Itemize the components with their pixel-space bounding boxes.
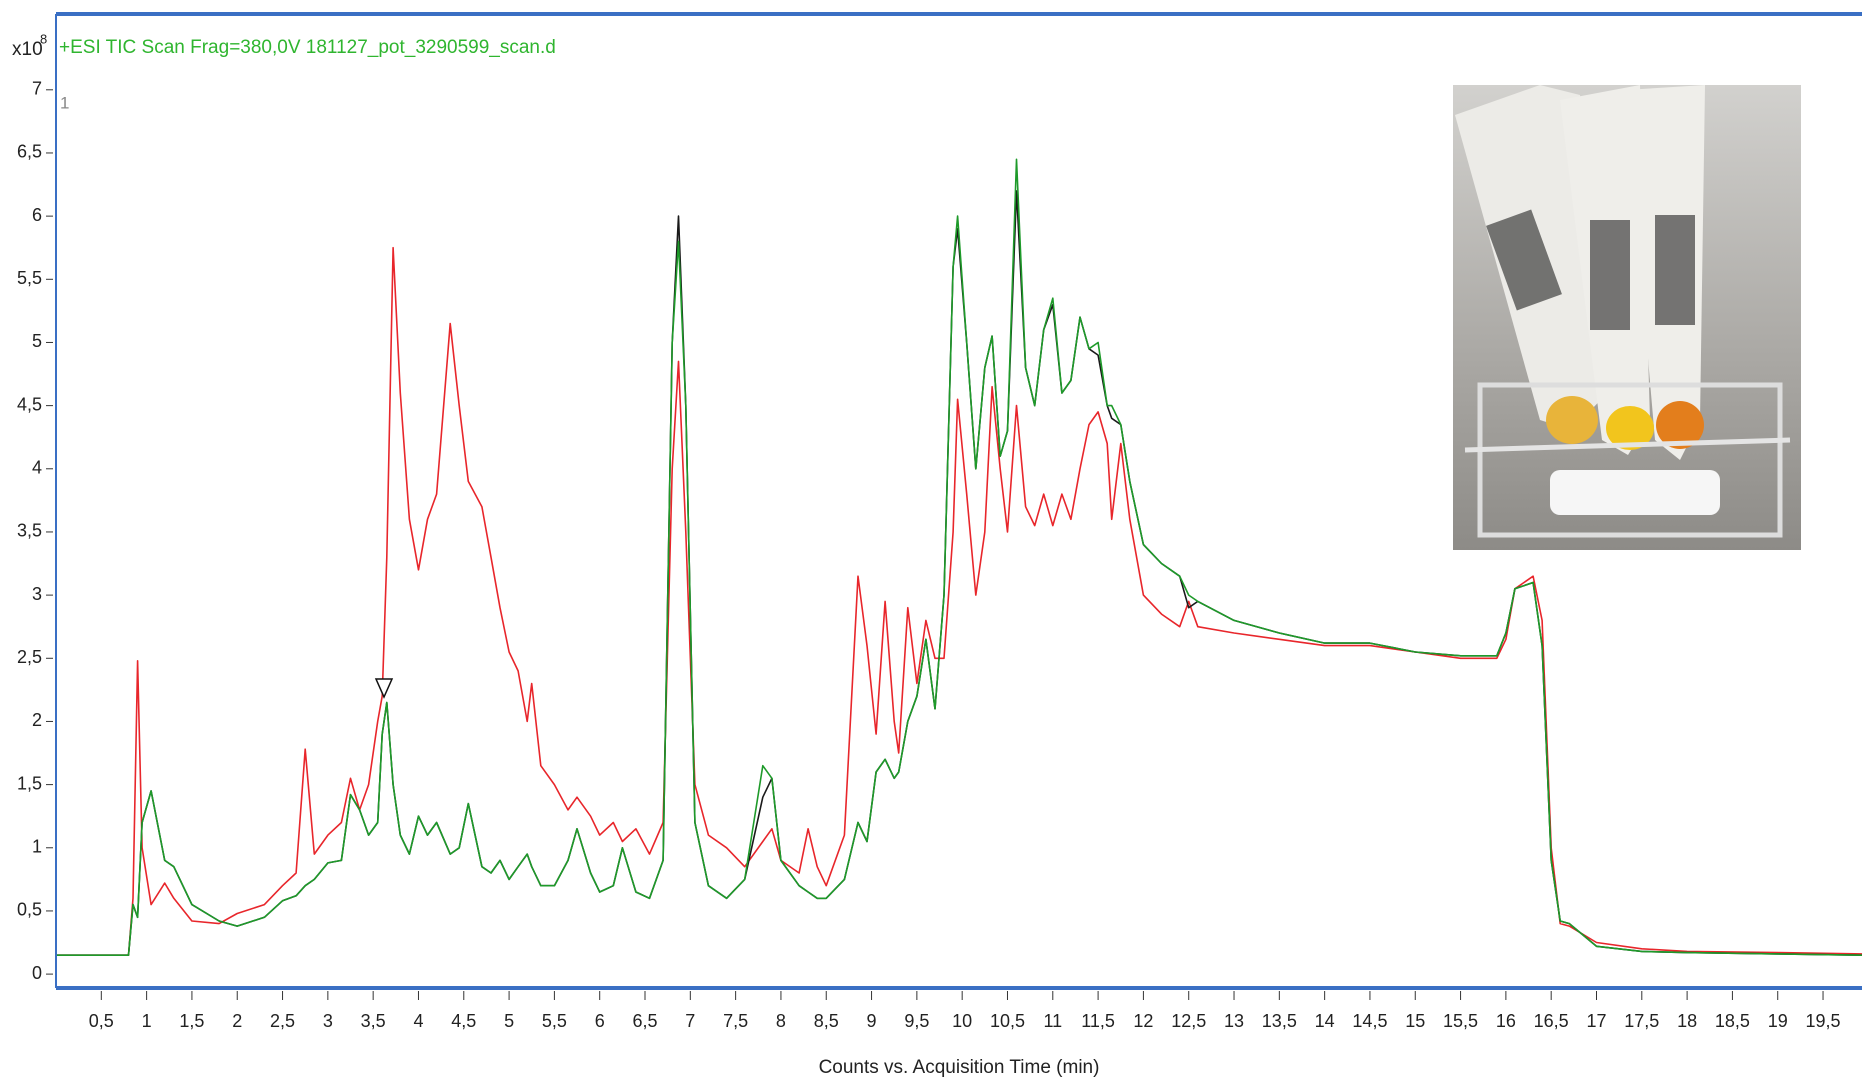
y-multiplier: x10 xyxy=(12,39,43,60)
x-tick-label: 13 xyxy=(1224,1011,1244,1031)
x-tick-label: 19 xyxy=(1768,1011,1788,1031)
x-tick-label: 9 xyxy=(867,1011,877,1031)
y-tick-label: 0,5 xyxy=(17,900,42,920)
x-tick-label: 15,5 xyxy=(1443,1011,1478,1031)
x-tick-label: 7 xyxy=(685,1011,695,1031)
x-tick-label: 3 xyxy=(323,1011,333,1031)
x-tick-label: 14,5 xyxy=(1352,1011,1387,1031)
tube-liquid xyxy=(1656,401,1704,449)
y-tick-label: 0 xyxy=(32,963,42,983)
barcode xyxy=(1486,209,1562,311)
plot-area xyxy=(56,158,1862,956)
y-tick-label: 6,5 xyxy=(17,142,42,162)
rack-holder xyxy=(1550,470,1720,515)
y-tick-label: 3,5 xyxy=(17,521,42,541)
x-tick-label: 5,5 xyxy=(542,1011,567,1031)
y-tick-label: 4 xyxy=(32,458,42,478)
x-tick-label: 2,5 xyxy=(270,1011,295,1031)
y-tick-label: 5 xyxy=(32,331,42,351)
x-tick-label: 3,5 xyxy=(361,1011,386,1031)
rack-bar xyxy=(1464,437,1791,453)
x-tick-label: 4 xyxy=(413,1011,423,1031)
x-tick-label: 19,5 xyxy=(1806,1011,1841,1031)
x-tick-label: 6 xyxy=(595,1011,605,1031)
y-tick-label: 1 xyxy=(32,837,42,857)
x-tick-label: 12 xyxy=(1133,1011,1153,1031)
x-tick-label: 0,5 xyxy=(89,1011,114,1031)
tube-liquid xyxy=(1606,406,1654,450)
x-tick-label: 11 xyxy=(1043,1011,1062,1031)
trace-label: 1 xyxy=(60,93,69,112)
x-axis-label: Counts vs. Acquisition Time (min) xyxy=(819,1057,1100,1078)
barcode xyxy=(1655,215,1695,325)
x-tick-label: 13,5 xyxy=(1262,1011,1297,1031)
tube-liquid xyxy=(1546,396,1598,444)
y-tick-label: 5,5 xyxy=(17,268,42,288)
x-tick-label: 1 xyxy=(142,1011,152,1031)
x-tick-label: 4,5 xyxy=(451,1011,476,1031)
y-tick-label: 6 xyxy=(32,205,42,225)
x-tick-label: 12,5 xyxy=(1171,1011,1206,1031)
x-tick-label: 18 xyxy=(1677,1011,1697,1031)
y-exponent: 8 xyxy=(40,31,47,46)
peak-marker xyxy=(374,678,394,699)
y-tick-label: 7 xyxy=(32,79,42,99)
x-tick-label: 17 xyxy=(1586,1011,1606,1031)
y-tick-label: 2,5 xyxy=(17,647,42,667)
x-tick-label: 15 xyxy=(1405,1011,1425,1031)
x-tick-label: 2 xyxy=(232,1011,242,1031)
x-tick-label: 8,5 xyxy=(814,1011,839,1031)
x-tick-label: 7,5 xyxy=(723,1011,748,1031)
barcode xyxy=(1590,220,1630,330)
x-tick-label: 1,5 xyxy=(179,1011,204,1031)
y-tick-label: 4,5 xyxy=(17,394,42,414)
x-tick-label: 17,5 xyxy=(1624,1011,1659,1031)
x-tick-label: 16 xyxy=(1496,1011,1516,1031)
x-tick-label: 16,5 xyxy=(1534,1011,1569,1031)
x-tick-label: 9,5 xyxy=(904,1011,929,1031)
x-tick-label: 18,5 xyxy=(1715,1011,1750,1031)
rack xyxy=(1477,382,1783,538)
x-tick-label: 14 xyxy=(1315,1011,1335,1031)
y-tick-label: 1,5 xyxy=(17,773,42,793)
x-tick-label: 10,5 xyxy=(990,1011,1025,1031)
series-line xyxy=(56,158,1862,956)
x-tick-label: 8 xyxy=(776,1011,786,1031)
x-tick-label: 5 xyxy=(504,1011,514,1031)
photo-inset xyxy=(1453,85,1801,550)
x-tick-label: 11,5 xyxy=(1081,1011,1115,1031)
y-tick-label: 3 xyxy=(32,584,42,604)
x-tick-label: 6,5 xyxy=(632,1011,657,1031)
y-tick-label: 2 xyxy=(32,710,42,730)
chart-title: +ESI TIC Scan Frag=380,0V 181127_pot_329… xyxy=(59,37,556,58)
series-line xyxy=(56,246,1862,956)
x-tick-label: 10 xyxy=(952,1011,972,1031)
